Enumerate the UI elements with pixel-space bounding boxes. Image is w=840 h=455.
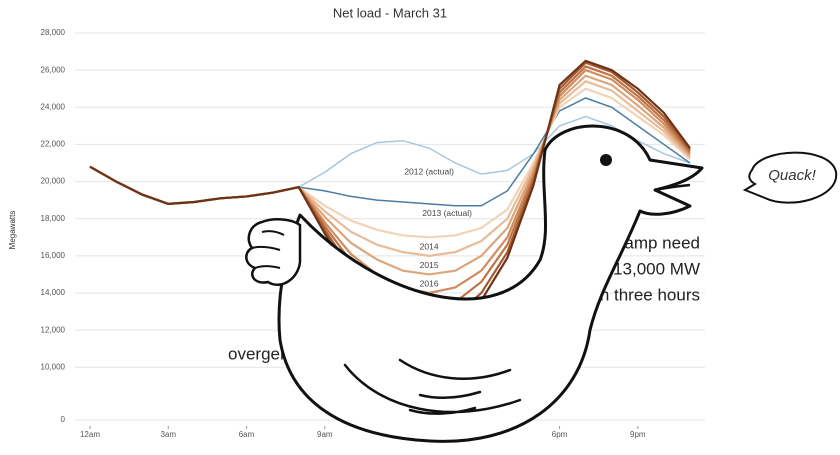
duck-eye	[600, 154, 612, 166]
series-label: 2012 (actual)	[404, 166, 454, 176]
annotation: ramp need	[619, 233, 700, 252]
y-tick-label: 14,000	[41, 288, 66, 297]
series-label: 2014	[420, 242, 439, 252]
y-tick-label: 22,000	[41, 140, 66, 149]
annotation: ~13,000 MW	[603, 259, 700, 278]
y-tick-label: 12,000	[41, 325, 66, 334]
y-tick-label: 26,000	[41, 65, 66, 74]
chart-title: Net load - March 31	[333, 5, 447, 20]
x-tick-label: 9am	[317, 430, 333, 439]
duck-beak-line	[654, 183, 691, 192]
y-tick-label: 18,000	[41, 214, 66, 223]
y-tick-label: 20,000	[41, 177, 66, 186]
y-axis-label: Megawatts	[8, 211, 17, 250]
duck-drawing	[245, 124, 704, 443]
y-tick-label: 24,000	[41, 102, 66, 111]
series-label: 2015	[420, 260, 439, 270]
series-label: 2013 (actual)	[422, 208, 472, 218]
annotation: in three hours	[596, 285, 700, 304]
y-tick-label: 0	[61, 415, 66, 424]
duck-body	[277, 124, 704, 443]
duck-fingers	[251, 230, 285, 269]
x-tick-label: 3am	[160, 430, 176, 439]
duck-wing	[343, 358, 522, 415]
y-tick-label: 10,000	[41, 362, 66, 371]
x-tick-label: 6am	[239, 430, 255, 439]
speech-bubble-text: Quack!	[768, 167, 816, 184]
speech-bubble-outline	[742, 151, 838, 204]
x-tick-label: 9pm	[630, 430, 646, 439]
speech-bubble: Quack!	[742, 151, 838, 204]
y-tick-label: 28,000	[41, 28, 66, 37]
y-tick-label: 16,000	[41, 251, 66, 260]
x-tick-label: 12am	[80, 430, 100, 439]
x-tick-label: 6pm	[552, 430, 568, 439]
series-label: 2016	[420, 279, 439, 289]
duck-hand	[245, 218, 302, 287]
